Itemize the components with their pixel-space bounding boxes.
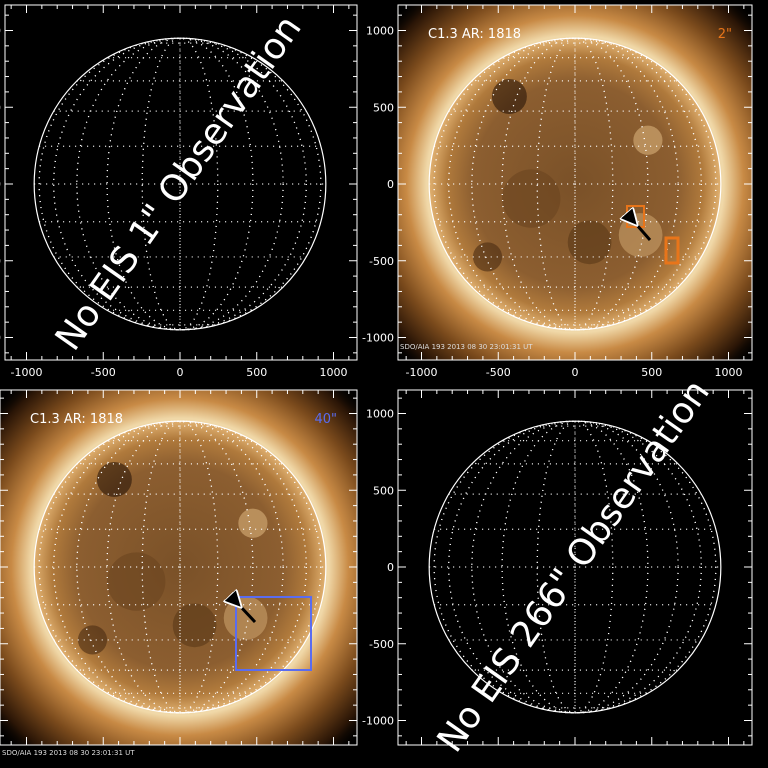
ticks	[5, 5, 357, 360]
longitude-line	[53, 420, 307, 714]
active-region-label: C1.3 AR: 1818	[30, 412, 123, 427]
y-tick-label: 1000	[0, 25, 1, 38]
slit-label: 40"	[314, 412, 337, 427]
ticks	[398, 5, 752, 360]
image-caption: SDO/AIA 193 2013 08 30 23:01:31 UT	[2, 749, 135, 757]
solar-feature	[472, 242, 503, 272]
active-region-label: C1.3 AR: 1818	[428, 27, 521, 42]
solar-feature	[172, 603, 217, 648]
solar-feature	[491, 79, 527, 115]
y-tick-label: 1000	[366, 408, 394, 421]
x-tick-label: 500	[641, 366, 662, 379]
y-tick-label: -500	[369, 255, 394, 268]
solar-feature	[223, 596, 268, 640]
solar-feature	[96, 462, 132, 498]
longitude-line	[53, 37, 307, 331]
longitude-line	[448, 37, 702, 331]
solar-feature	[633, 125, 663, 155]
longitude-line	[76, 37, 284, 331]
solar-feature	[107, 552, 166, 611]
longitude-line	[501, 420, 649, 714]
eis-slit-box	[664, 236, 680, 265]
limb	[33, 420, 327, 714]
axes-frame	[4, 4, 358, 361]
longitude-line	[433, 420, 717, 714]
plot-area	[398, 5, 752, 360]
image-caption: SDO/AIA 193 2013 08 30 23:01:31 UT	[400, 343, 533, 351]
x-tick-label: 500	[246, 366, 267, 379]
longitude-line	[38, 37, 322, 331]
solar-feature	[238, 508, 268, 538]
y-tick-label: -500	[0, 255, 1, 268]
y-tick-label: 500	[373, 484, 394, 497]
y-tick-label: 0	[387, 178, 394, 191]
y-tick-label: -1000	[362, 332, 394, 345]
plot-area	[0, 390, 357, 745]
y-tick-label: 0	[0, 178, 1, 191]
limb	[428, 37, 722, 331]
longitude-line	[501, 37, 649, 331]
slit-label: 2"	[718, 27, 732, 42]
pointer-arrow-icon	[636, 224, 652, 241]
longitude-line	[433, 37, 717, 331]
y-tick-label: 1000	[366, 25, 394, 38]
y-tick-label: 500	[373, 101, 394, 114]
longitude-line	[448, 420, 702, 714]
pointer-arrow-icon	[240, 606, 257, 624]
solar-feature	[502, 169, 561, 228]
panel-p3: C1.3 AR: 1818 40" SDO/AIA 193 2013 08 30 2…	[0, 389, 358, 757]
x-tick-label: -500	[486, 366, 511, 379]
no-observation-text: No EIS 266" Observation	[430, 373, 718, 760]
plot-area	[33, 37, 327, 331]
limb	[428, 420, 722, 714]
x-tick-label: -1000	[11, 366, 43, 379]
longitude-line	[76, 420, 284, 714]
longitude-line	[106, 37, 254, 331]
panel-p1: -1000 -500 0 500 1000 1000 500 0 -500 -1000 No EIS…	[0, 4, 358, 379]
solar-feature	[567, 220, 612, 265]
y-tick-label: 0	[387, 561, 394, 574]
x-tick-label: 1000	[715, 366, 743, 379]
panel-p4: 1000 500 0 -500 -1000 No EIS 266" Observation	[362, 373, 753, 760]
ticks	[0, 390, 357, 745]
plot-area	[428, 420, 722, 714]
y-tick-label: -1000	[362, 715, 394, 728]
ticks	[398, 390, 752, 745]
longitude-line	[106, 420, 254, 714]
y-tick-label: -1000	[0, 332, 1, 345]
x-tick-label: -500	[91, 366, 116, 379]
x-tick-label: -1000	[406, 366, 438, 379]
y-tick-label: 500	[0, 101, 1, 114]
eis-raster-box	[235, 596, 312, 671]
y-tick-label: -500	[369, 638, 394, 651]
no-observation-text: No EIS 1" Observation	[48, 8, 310, 358]
longitude-line	[38, 420, 322, 714]
panel-p2: -1000 -500 0 500 1000 1000 500 0 -500 -1000 C1.3 A…	[362, 4, 753, 379]
x-tick-label: 0	[177, 366, 184, 379]
heliographic-grid	[34, 37, 326, 331]
x-tick-label: 1000	[320, 366, 348, 379]
limb	[33, 37, 327, 331]
x-tick-label: 0	[572, 366, 579, 379]
solar-feature	[618, 213, 663, 257]
solar-feature	[77, 625, 108, 655]
